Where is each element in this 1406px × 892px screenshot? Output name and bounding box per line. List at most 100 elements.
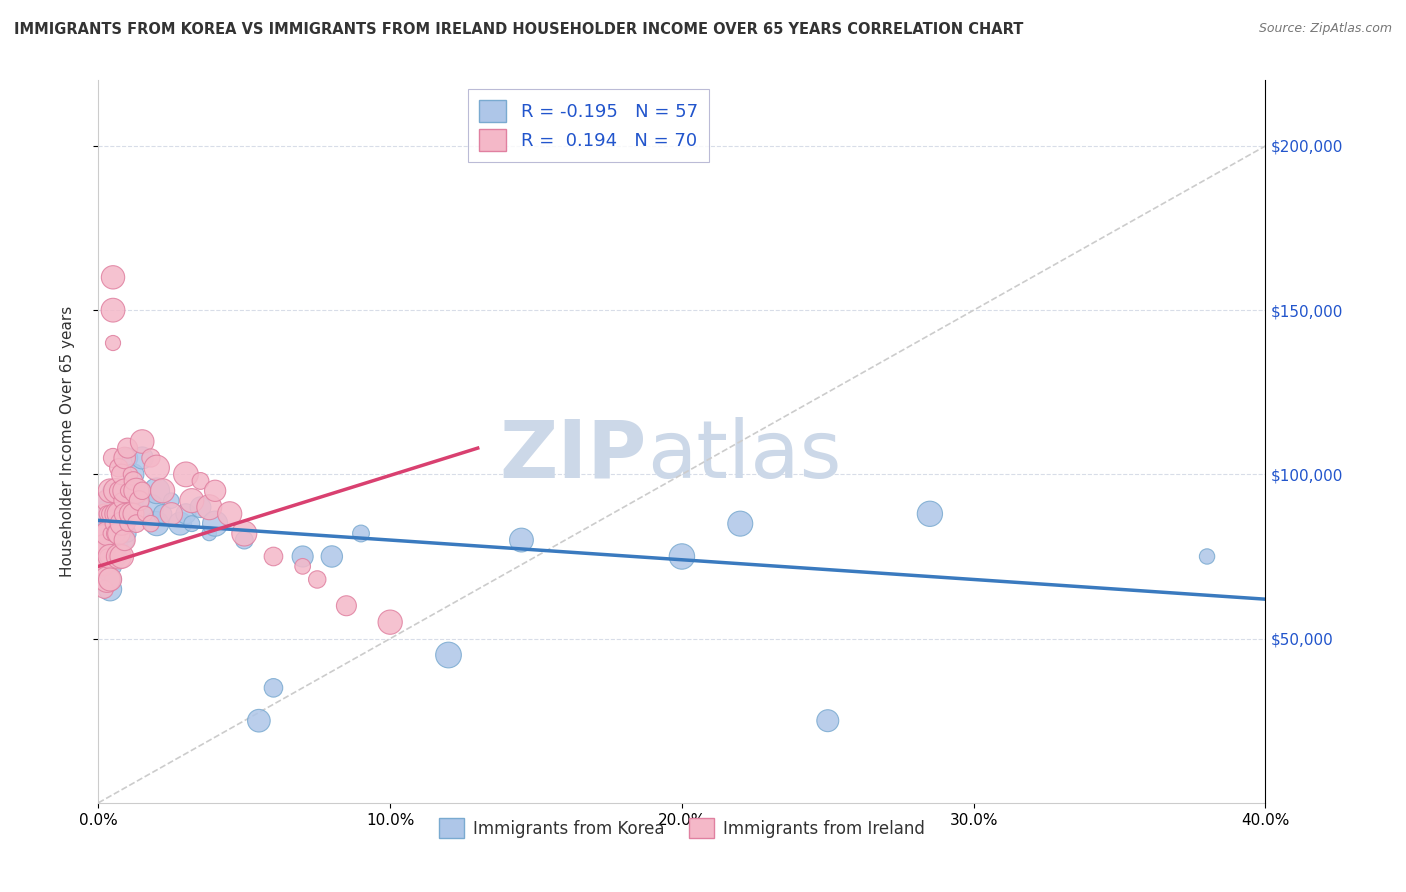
- Point: [160, 507, 183, 521]
- Point: [291, 559, 314, 574]
- Point: [101, 303, 124, 318]
- Point: [198, 500, 221, 515]
- Point: [134, 507, 156, 521]
- Point: [174, 467, 197, 482]
- Point: [131, 483, 153, 498]
- Point: [262, 549, 284, 564]
- Point: [104, 507, 127, 521]
- Point: [111, 516, 134, 531]
- Point: [120, 467, 142, 482]
- Point: [180, 493, 202, 508]
- Point: [114, 507, 136, 521]
- Point: [198, 526, 221, 541]
- Point: [117, 483, 139, 498]
- Point: [190, 500, 212, 515]
- Point: [174, 507, 197, 521]
- Point: [437, 648, 460, 662]
- Point: [125, 516, 148, 531]
- Point: [139, 500, 162, 515]
- Point: [98, 516, 121, 531]
- Point: [122, 467, 145, 482]
- Point: [146, 516, 169, 531]
- Point: [247, 714, 270, 728]
- Point: [131, 483, 153, 498]
- Point: [98, 507, 121, 521]
- Point: [117, 450, 139, 465]
- Point: [98, 573, 121, 587]
- Point: [122, 474, 145, 488]
- Point: [98, 526, 121, 541]
- Point: [104, 507, 127, 521]
- Point: [101, 540, 124, 554]
- Point: [204, 483, 226, 498]
- Point: [93, 559, 115, 574]
- Point: [114, 533, 136, 547]
- Point: [96, 549, 118, 564]
- Point: [335, 599, 357, 613]
- Point: [307, 573, 329, 587]
- Point: [98, 582, 121, 597]
- Point: [108, 526, 131, 541]
- Point: [262, 681, 284, 695]
- Legend: Immigrants from Korea, Immigrants from Ireland: Immigrants from Korea, Immigrants from I…: [433, 812, 931, 845]
- Point: [122, 507, 145, 521]
- Point: [134, 507, 156, 521]
- Point: [671, 549, 693, 564]
- Point: [114, 507, 136, 521]
- Point: [93, 540, 115, 554]
- Point: [101, 516, 124, 531]
- Point: [380, 615, 402, 630]
- Point: [108, 483, 131, 498]
- Text: IMMIGRANTS FROM KOREA VS IMMIGRANTS FROM IRELAND HOUSEHOLDER INCOME OVER 65 YEAR: IMMIGRANTS FROM KOREA VS IMMIGRANTS FROM…: [14, 22, 1024, 37]
- Point: [93, 540, 115, 554]
- Point: [96, 566, 118, 580]
- Point: [111, 467, 134, 482]
- Point: [108, 516, 131, 531]
- Point: [93, 507, 115, 521]
- Point: [233, 533, 256, 547]
- Point: [117, 516, 139, 531]
- Point: [108, 460, 131, 475]
- Point: [291, 549, 314, 564]
- Point: [152, 507, 174, 521]
- Point: [101, 450, 124, 465]
- Point: [98, 549, 121, 564]
- Point: [111, 493, 134, 508]
- Point: [146, 483, 169, 498]
- Point: [96, 533, 118, 547]
- Point: [125, 483, 148, 498]
- Point: [108, 507, 131, 521]
- Point: [350, 526, 373, 541]
- Point: [114, 450, 136, 465]
- Point: [101, 559, 124, 574]
- Point: [180, 516, 202, 531]
- Point: [204, 516, 226, 531]
- Point: [90, 540, 112, 554]
- Point: [104, 526, 127, 541]
- Point: [104, 549, 127, 564]
- Point: [218, 507, 240, 521]
- Point: [101, 526, 124, 541]
- Point: [131, 434, 153, 449]
- Point: [101, 336, 124, 351]
- Point: [101, 270, 124, 285]
- Point: [98, 483, 121, 498]
- Point: [139, 516, 162, 531]
- Y-axis label: Householder Income Over 65 years: Householder Income Over 65 years: [60, 306, 75, 577]
- Point: [114, 483, 136, 498]
- Point: [146, 460, 169, 475]
- Point: [111, 516, 134, 531]
- Point: [108, 549, 131, 564]
- Point: [98, 549, 121, 564]
- Point: [104, 533, 127, 547]
- Point: [93, 507, 115, 521]
- Point: [108, 540, 131, 554]
- Point: [160, 493, 183, 508]
- Point: [131, 450, 153, 465]
- Point: [152, 483, 174, 498]
- Point: [93, 582, 115, 597]
- Point: [111, 483, 134, 498]
- Point: [190, 474, 212, 488]
- Point: [111, 549, 134, 564]
- Text: Source: ZipAtlas.com: Source: ZipAtlas.com: [1258, 22, 1392, 36]
